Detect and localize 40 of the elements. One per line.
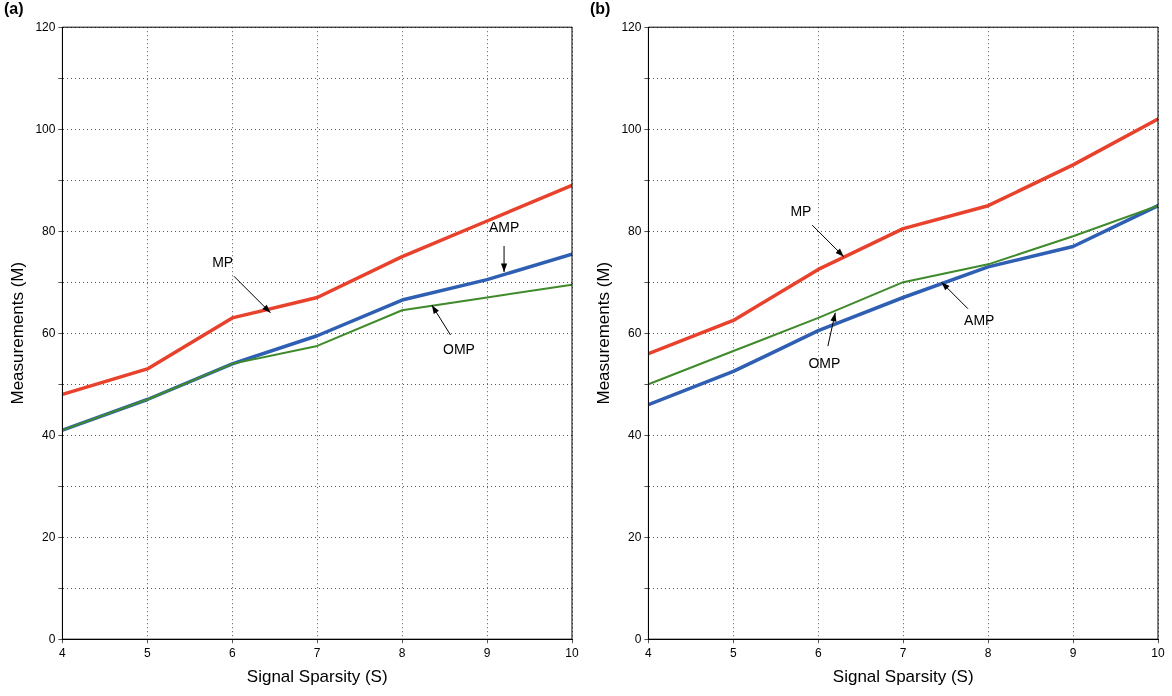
chart-title: (b) — [590, 0, 611, 18]
x-axis-title: Signal Sparsity (S) — [832, 667, 974, 687]
x-tick-label: 5 — [144, 645, 152, 660]
x-tick-label: 7 — [899, 645, 907, 660]
chart-title: (a) — [4, 0, 24, 18]
y-tick-label: 20 — [628, 529, 642, 544]
x-tick-label: 9 — [1069, 645, 1077, 660]
x-tick-label: 4 — [59, 645, 67, 660]
annotation: MP — [790, 203, 812, 220]
y-tick-label: 100 — [621, 121, 642, 136]
x-tick-label: 6 — [814, 645, 822, 660]
y-tick-label: 0 — [48, 631, 56, 646]
y-tick-label: 80 — [628, 223, 642, 238]
x-axis-title: Signal Sparsity (S) — [246, 667, 388, 687]
annotation: AMP — [964, 312, 995, 329]
annotation: OMP — [443, 341, 475, 358]
x-tick-label: 6 — [228, 645, 236, 660]
x-tick-label: 10 — [1151, 645, 1165, 660]
x-tick-label: 5 — [730, 645, 738, 660]
x-tick-label: 8 — [984, 645, 992, 660]
annotation: MP — [212, 254, 234, 271]
x-tick-label: 7 — [313, 645, 321, 660]
y-tick-label: 100 — [35, 121, 56, 136]
y-tick-label: 20 — [42, 529, 56, 544]
y-axis-title: Measurements (M) — [7, 261, 27, 405]
y-tick-label: 60 — [628, 325, 642, 340]
x-tick-label: 9 — [483, 645, 491, 660]
x-tick-label: 8 — [398, 645, 406, 660]
y-tick-label: 40 — [42, 427, 56, 442]
annotation: OMP — [808, 354, 841, 371]
y-axis-title: Measurements (M) — [593, 261, 613, 405]
y-tick-label: 60 — [42, 325, 56, 340]
y-tick-label: 120 — [35, 19, 56, 34]
x-tick-label: 10 — [565, 645, 579, 660]
annotation: AMP — [488, 218, 520, 235]
y-tick-label: 120 — [621, 19, 642, 34]
y-tick-label: 40 — [628, 427, 642, 442]
y-tick-label: 80 — [42, 223, 56, 238]
y-tick-label: 0 — [634, 631, 642, 646]
x-tick-label: 4 — [645, 645, 653, 660]
